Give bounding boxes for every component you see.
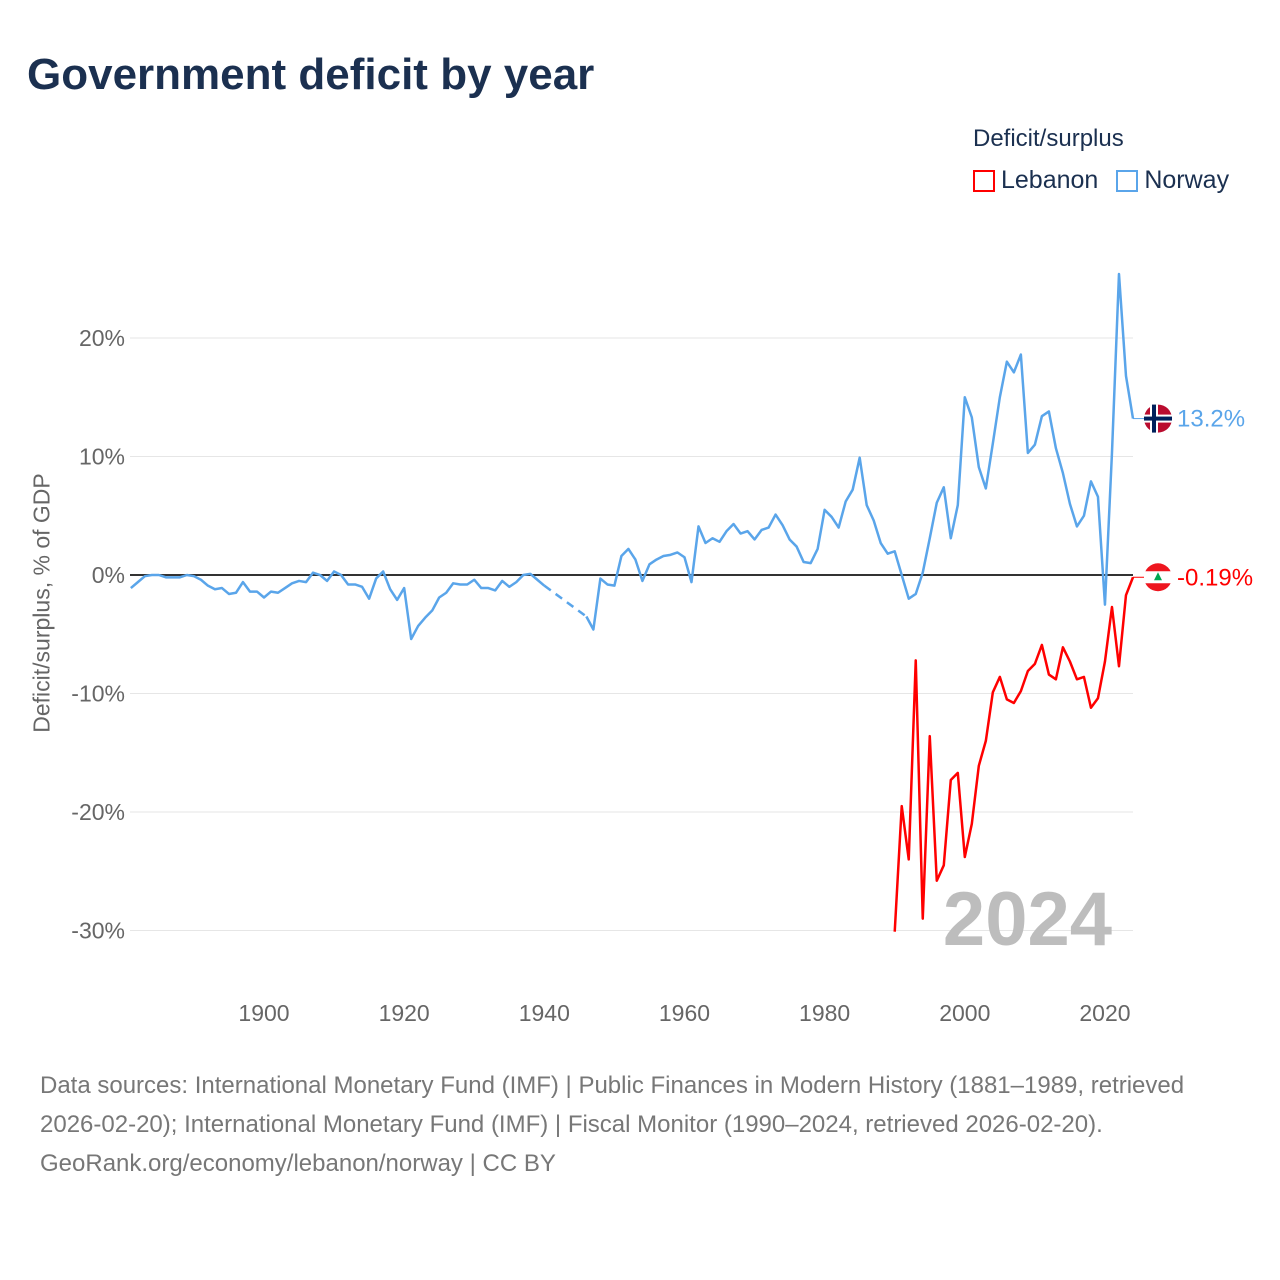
- y-tick-label: 0%: [92, 562, 125, 588]
- legend-item-lebanon[interactable]: Lebanon: [973, 166, 1098, 195]
- legend-label-norway: Norway: [1144, 166, 1230, 194]
- series-gap-norway: [543, 584, 588, 618]
- legend-item-norway[interactable]: Norway: [1116, 166, 1229, 195]
- legend-swatch-lebanon: [973, 169, 995, 192]
- legend-title: Deficit/surplus: [973, 125, 1124, 152]
- chart-area: 20% 10% 0% -10% -20% -30% 1900 1920 1940 1960 1980…: [71, 272, 1253, 1026]
- y-tick-label: 10%: [79, 444, 125, 470]
- lebanon-flag-icon: [1144, 563, 1172, 592]
- legend-swatch-norway: [1116, 169, 1139, 192]
- legend-label-lebanon: Lebanon: [1001, 166, 1099, 194]
- attribution-link[interactable]: GeoRank.org/economy/lebanon/norway | CC …: [40, 1150, 556, 1177]
- y-tick-label: -30%: [71, 918, 125, 944]
- x-tick-label: 1940: [519, 1000, 570, 1026]
- x-tick-label: 1980: [799, 1000, 850, 1026]
- footer: Data sources: International Monetary Fun…: [40, 1066, 1240, 1183]
- norway-flag-icon: [1144, 404, 1172, 433]
- end-label-norway: 13.2%: [1177, 406, 1245, 433]
- chart-title: Government deficit by year: [27, 50, 595, 99]
- x-tick-label: 1920: [379, 1000, 430, 1026]
- y-tick-label: -20%: [71, 799, 125, 825]
- cedar: [1154, 572, 1162, 581]
- legend: Lebanon Norway: [973, 166, 1229, 195]
- series-line-norway: [130, 570, 546, 641]
- data-sources: Data sources: International Monetary Fun…: [40, 1072, 1185, 1138]
- series-line-lebanon: [893, 576, 1135, 932]
- y-tick-label: -10%: [71, 681, 125, 707]
- x-tick-label: 2000: [939, 1000, 990, 1026]
- year-watermark: 2024: [943, 877, 1112, 962]
- x-tick-label: 1900: [238, 1000, 289, 1026]
- y-tick-label: 20%: [79, 325, 125, 351]
- end-label-lebanon: -0.19%: [1177, 564, 1253, 591]
- flag-cross: [1144, 416, 1172, 421]
- x-tick-label: 2020: [1079, 1000, 1130, 1026]
- x-tick-label: 1960: [659, 1000, 710, 1026]
- series-line-norway: [585, 272, 1135, 631]
